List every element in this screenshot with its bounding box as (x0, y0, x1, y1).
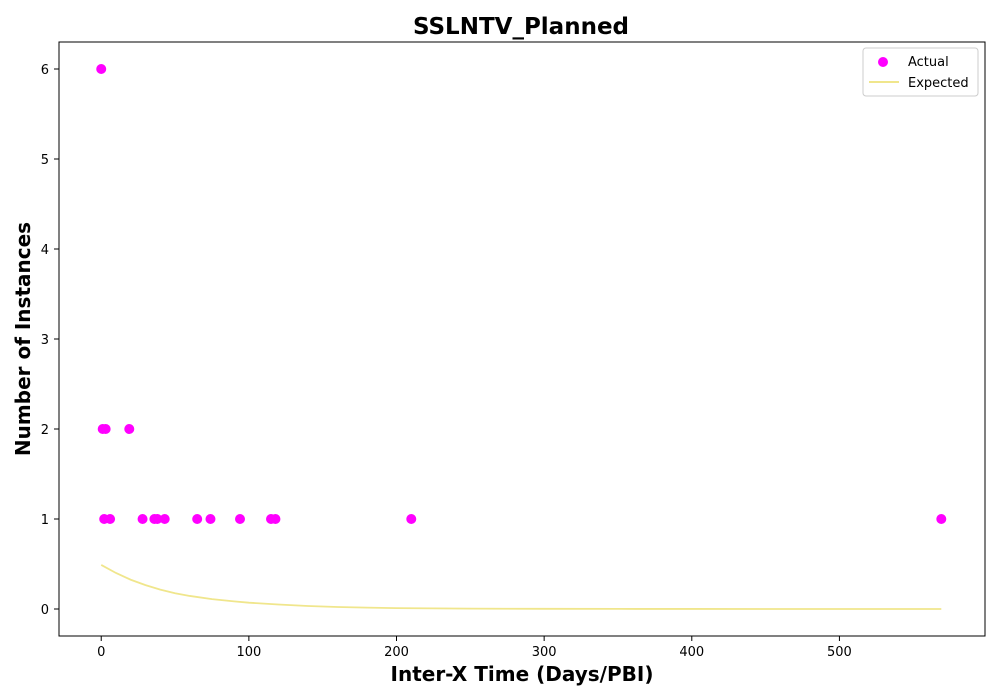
actual-data-point (124, 424, 135, 434)
x-tick-label: 400 (679, 645, 704, 660)
y-axis-label: Number of Instances (11, 222, 35, 456)
legend: Actual Expected (862, 47, 979, 97)
y-axis-ticks: 0 1 2 3 4 5 6 (41, 63, 59, 618)
actual-data-point (152, 514, 163, 524)
actual-data-point (100, 424, 111, 434)
x-tick-label: 500 (827, 645, 852, 660)
x-tick-label: 300 (532, 645, 557, 660)
legend-actual-marker (878, 57, 888, 67)
plot-area: 0 100 200 300 400 500 0 1 2 3 4 5 6 (41, 41, 986, 660)
y-tick-label: 0 (41, 603, 49, 618)
actual-data-point (406, 514, 417, 524)
x-tick-label: 200 (384, 645, 409, 660)
actual-data-point (137, 514, 148, 524)
expected-line-layer (100, 564, 942, 610)
y-tick-label: 4 (41, 243, 49, 258)
y-tick-label: 3 (41, 333, 49, 348)
legend-expected-label: Expected (908, 76, 969, 91)
legend-box (862, 47, 979, 97)
legend-actual-label: Actual (908, 55, 949, 70)
x-axis-ticks: 0 100 200 300 400 500 (97, 636, 852, 660)
y-tick-label: 5 (41, 153, 49, 168)
actual-data-point (205, 514, 216, 524)
x-tick-label: 0 (97, 645, 105, 660)
y-tick-label: 1 (41, 513, 49, 528)
actual-data-point (936, 514, 947, 524)
x-tick-label: 100 (236, 645, 261, 660)
y-tick-label: 6 (41, 63, 49, 78)
actual-data-point (270, 514, 281, 524)
actual-data-point (159, 514, 170, 524)
actual-data-point (192, 514, 203, 524)
actual-data-point (235, 514, 246, 524)
actual-data-point (105, 514, 116, 524)
chart-title: SSLNTV_Planned (413, 14, 629, 40)
actual-data-point (96, 64, 107, 74)
expected-series-line (100, 564, 942, 610)
x-axis-label: Inter-X Time (Days/PBI) (391, 662, 654, 686)
actual-points-layer (96, 64, 947, 524)
y-tick-label: 2 (41, 423, 49, 438)
plot-frame (58, 41, 986, 637)
